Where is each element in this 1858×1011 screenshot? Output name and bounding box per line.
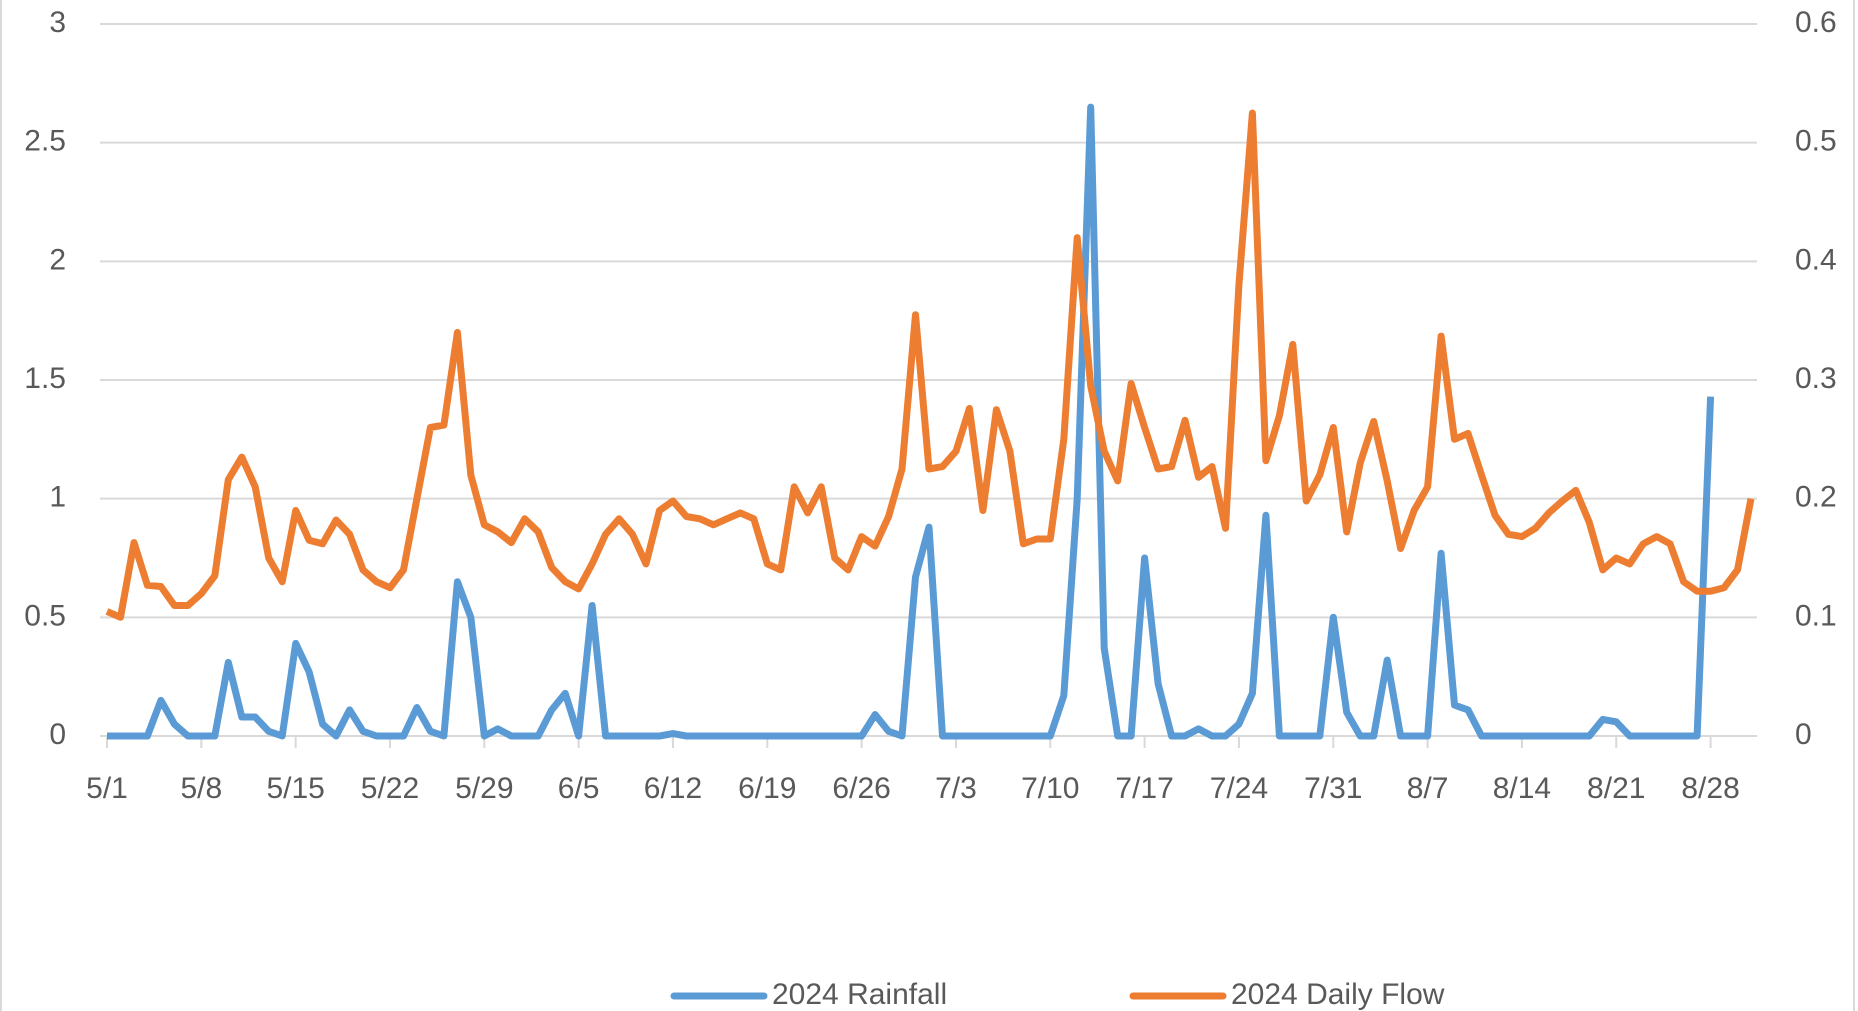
y2-tick-label: 0.6: [1795, 6, 1837, 39]
x-tick-label: 7/17: [1115, 772, 1173, 805]
x-tick-label: 7/3: [935, 772, 977, 805]
x-tick-label: 8/28: [1681, 772, 1739, 805]
y-tick-label: 1.5: [24, 362, 66, 395]
y2-tick-label: 0.3: [1795, 362, 1837, 395]
x-tick-label: 6/5: [558, 772, 600, 805]
y-tick-label: 0.5: [24, 599, 66, 632]
y-tick-label: 3: [49, 6, 66, 39]
data-line: [105, 109, 1755, 621]
x-tick-label: 7/24: [1210, 772, 1268, 805]
x-tick-label: 6/12: [644, 772, 702, 805]
data-line: [107, 103, 1715, 740]
x-tick-label: 8/7: [1407, 772, 1449, 805]
y2-tick-label: 0: [1795, 718, 1812, 751]
x-tick-label: 5/15: [266, 772, 324, 805]
y2-tick-label: 0.1: [1795, 599, 1837, 632]
y-tick-label: 0: [49, 718, 66, 751]
legend-label: 2024 Rainfall: [772, 978, 947, 1011]
x-tick-label: 8/21: [1587, 772, 1645, 805]
x-tick-label: 6/26: [832, 772, 890, 805]
y-tick-label: 2.5: [24, 125, 66, 158]
x-tick-label: 7/10: [1021, 772, 1079, 805]
legend-label: 2024 Daily Flow: [1231, 978, 1445, 1011]
y2-tick-label: 0.2: [1795, 481, 1837, 514]
x-tick-label: 5/8: [180, 772, 222, 805]
x-tick-label: 5/1: [86, 772, 128, 805]
x-tick-label: 6/19: [738, 772, 796, 805]
y-tick-label: 1: [49, 481, 66, 514]
x-tick-label: 7/31: [1304, 772, 1362, 805]
y2-tick-label: 0.5: [1795, 125, 1837, 158]
y-tick-label: 2: [49, 243, 66, 276]
x-tick-label: 5/29: [455, 772, 513, 805]
x-tick-label: 5/22: [361, 772, 419, 805]
x-tick-label: 8/14: [1493, 772, 1551, 805]
y2-tick-label: 0.4: [1795, 243, 1837, 276]
